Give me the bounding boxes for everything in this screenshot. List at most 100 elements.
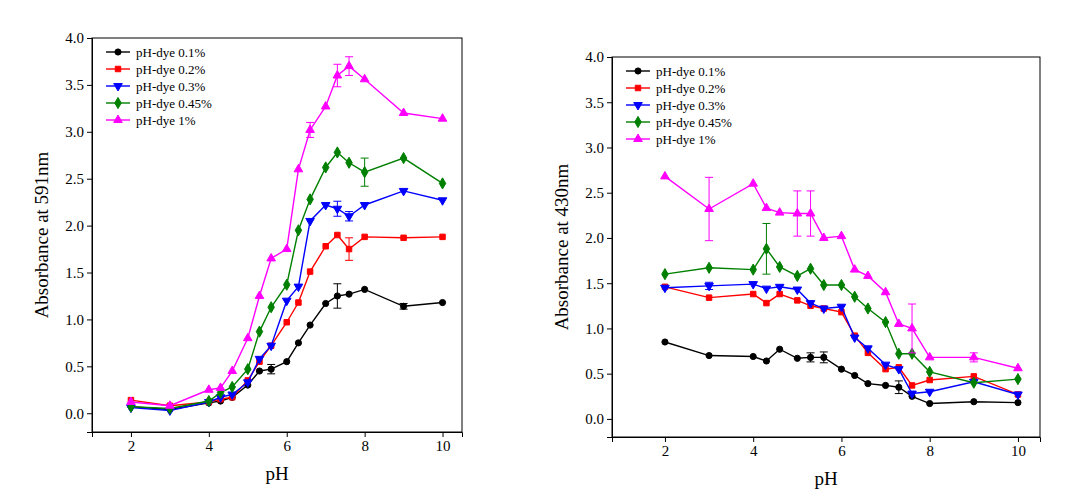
series: [661, 171, 1023, 370]
y-tick-mark: [87, 226, 92, 227]
x-tick-label: 2: [128, 438, 136, 454]
marker: [970, 352, 979, 359]
series-line: [665, 249, 1018, 383]
error-bar-cap: [333, 64, 341, 65]
error-bar-cap: [306, 137, 314, 138]
y-tick: 3.0: [585, 140, 612, 156]
marker: [925, 389, 934, 396]
error-bar-cap: [333, 308, 341, 309]
marker: [1014, 392, 1023, 399]
error-bar-cap: [820, 351, 828, 352]
marker: [360, 74, 369, 81]
marker: [750, 264, 756, 275]
y-tick: 1.0: [585, 321, 612, 337]
x-tick-label: 10: [1011, 443, 1026, 459]
marker: [323, 300, 329, 306]
error-bar-cap: [895, 393, 903, 394]
marker: [282, 298, 291, 305]
error-bar-cap: [333, 283, 341, 284]
legend-marker: [634, 103, 643, 110]
marker: [971, 377, 977, 388]
marker: [333, 206, 342, 213]
series-line: [131, 191, 443, 411]
x-axis-line: [93, 433, 463, 438]
series-line: [665, 176, 1018, 368]
y-tick: 0.5: [65, 359, 92, 375]
marker: [706, 262, 712, 273]
marker: [865, 381, 871, 387]
marker: [763, 358, 769, 364]
y-tick-label: 1.0: [65, 312, 84, 328]
y-tick-mark: [607, 283, 612, 284]
y-tick: 0.5: [585, 366, 612, 382]
marker: [851, 291, 857, 302]
marker: [661, 285, 670, 292]
legend-label: pH-dye 0.2%: [136, 62, 205, 77]
plot-area: [661, 171, 1023, 406]
marker: [256, 368, 262, 374]
y-tick-label: 1.5: [585, 275, 604, 291]
marker: [821, 279, 827, 290]
marker: [777, 346, 783, 352]
marker: [282, 244, 291, 251]
error-bar: [705, 177, 713, 240]
y-axis-title: Absorbance at 591nm: [31, 151, 52, 318]
marker: [661, 171, 670, 178]
error-bar-cap: [970, 361, 978, 362]
y-tick-label: 1.0: [585, 321, 604, 337]
error-bar-cap: [306, 122, 314, 123]
series: [128, 232, 445, 408]
legend-marker: [115, 66, 120, 71]
series: [128, 147, 446, 414]
y-tick-mark: [607, 193, 612, 194]
error-bar-cap: [333, 216, 341, 217]
series-line: [131, 66, 443, 406]
x-tick: 4: [206, 432, 214, 454]
error-bar-cap: [705, 282, 713, 283]
marker: [205, 385, 214, 392]
marker: [776, 261, 782, 272]
error-bar: [345, 238, 353, 261]
marker: [806, 301, 815, 308]
marker: [1015, 400, 1021, 406]
y-tick-mark: [87, 132, 92, 133]
series-line: [131, 235, 443, 406]
y-tick: 3.5: [585, 95, 612, 111]
marker: [306, 218, 315, 225]
marker: [775, 284, 784, 291]
error-bar-cap: [807, 352, 815, 353]
error-bar-cap: [267, 364, 275, 365]
plot-area: [127, 57, 447, 416]
y-tick-mark: [87, 179, 92, 180]
y-tick-mark: [607, 147, 612, 148]
x-tick-mark: [930, 437, 931, 442]
error-bar: [908, 304, 916, 353]
marker: [345, 214, 354, 221]
x-tick-mark: [209, 432, 210, 437]
legend-label: pH-dye 0.45%: [656, 115, 732, 130]
marker: [882, 317, 888, 328]
error-bar: [895, 381, 903, 394]
marker: [749, 282, 758, 289]
error-bar-cap: [820, 362, 828, 363]
series: [662, 339, 1021, 407]
x-tick-mark: [287, 432, 288, 437]
marker: [971, 399, 977, 405]
y-tick: 2.0: [585, 230, 612, 246]
y-tick-mark: [607, 57, 612, 58]
error-bar-cap: [793, 236, 801, 237]
x-tick: 10: [1011, 437, 1026, 459]
x-tick-label: 2: [662, 443, 670, 459]
error-bar-cap: [345, 211, 353, 212]
error-bar: [361, 158, 369, 186]
marker: [206, 395, 212, 406]
y-axis-title: Absorbance at 430nm: [551, 163, 572, 330]
x-tick: 8: [926, 437, 934, 459]
legend-marker: [634, 134, 643, 141]
y-tick: 3.5: [65, 77, 92, 93]
marker: [400, 152, 406, 163]
marker: [307, 322, 313, 328]
y-tick-mark: [607, 102, 612, 103]
x-tick: 2: [128, 432, 136, 454]
marker: [294, 164, 303, 171]
